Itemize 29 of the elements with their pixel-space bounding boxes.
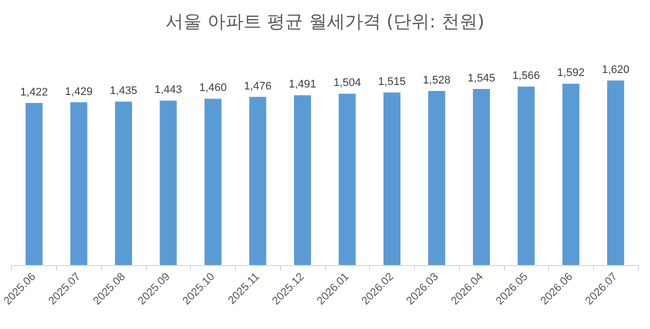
data-label: 1,566 xyxy=(512,70,540,82)
data-label: 1,592 xyxy=(557,67,585,80)
bar xyxy=(607,80,624,265)
bar xyxy=(70,102,88,265)
bar xyxy=(294,95,311,265)
data-label: 1,620 xyxy=(602,64,630,76)
data-label: 1,435 xyxy=(110,85,138,98)
bar xyxy=(428,90,446,265)
data-label: 1,476 xyxy=(244,80,272,92)
bar xyxy=(518,86,535,265)
bar xyxy=(249,96,266,265)
bar xyxy=(338,94,356,265)
bar xyxy=(472,89,490,265)
data-label: 1,545 xyxy=(468,72,496,85)
data-label: 1,515 xyxy=(378,76,406,88)
data-label: 1,422 xyxy=(20,86,48,99)
data-label: 1,443 xyxy=(154,84,182,96)
bar xyxy=(562,84,580,265)
chart-title: 서울 아파트 평균 월세가격 (단위: 천원) xyxy=(166,12,484,32)
data-label: 1,460 xyxy=(199,82,227,94)
data-label: 1,491 xyxy=(288,78,316,91)
bar xyxy=(115,102,132,265)
bar xyxy=(26,103,43,265)
bar xyxy=(204,98,222,265)
data-label: 1,528 xyxy=(422,74,450,86)
data-label: 1,504 xyxy=(333,77,361,90)
bar xyxy=(160,100,177,265)
data-label: 1,429 xyxy=(65,86,93,98)
bar xyxy=(383,92,400,265)
